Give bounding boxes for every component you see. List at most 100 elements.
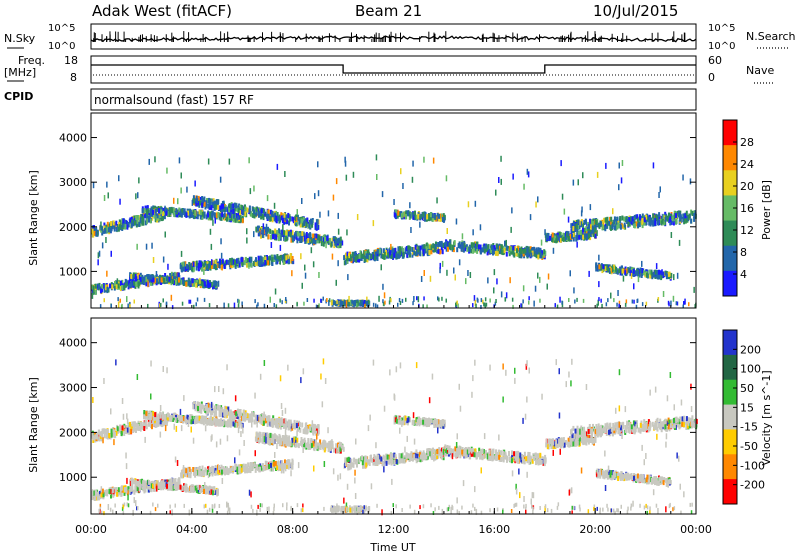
power-echo-cell <box>491 244 493 250</box>
power-echo-cell <box>662 271 665 277</box>
power-echo-cell <box>608 221 611 227</box>
power-echo-cell <box>200 262 203 268</box>
power-echo-cell <box>495 243 498 249</box>
power-echo-cell <box>307 223 310 229</box>
power-echo-cell <box>508 251 511 257</box>
power-echo-cell <box>158 277 161 283</box>
power-echo-cell <box>237 303 240 308</box>
power-echo-cell <box>690 209 693 215</box>
power-echo-cell <box>223 212 226 218</box>
velocity-echo-cell <box>98 495 100 501</box>
nave-dot <box>420 74 421 76</box>
power-echo-cell <box>389 250 392 256</box>
velocity-echo-cell <box>198 484 201 490</box>
power-echo-cell <box>275 234 278 240</box>
power-echo-cell <box>393 252 396 258</box>
power-echo-cell <box>197 266 200 272</box>
power-echo-cell <box>608 267 611 274</box>
power-echo-cell <box>570 223 573 229</box>
power-echo-cell <box>441 249 444 255</box>
power-echo-cell <box>255 211 258 217</box>
power-echo-cell <box>436 212 439 218</box>
power-echo-cell <box>115 226 118 232</box>
power-echo-cell <box>219 205 222 211</box>
nave-dot <box>366 74 367 76</box>
power-echo-cell <box>591 228 594 234</box>
power-echo-cell <box>173 197 175 204</box>
power-echo-cell <box>288 214 291 220</box>
power-echo-cell <box>492 250 494 256</box>
power-echo-cell <box>203 196 206 202</box>
nave-dot <box>624 74 625 76</box>
power-echo-cell <box>281 229 284 235</box>
power-echo-cell <box>393 248 396 254</box>
power-echo-cell <box>288 231 291 237</box>
power-echo-cell <box>276 163 279 170</box>
power-echo-cell <box>330 242 333 248</box>
power-echo-cell <box>173 212 176 218</box>
power-echo-cell <box>420 214 423 219</box>
power-colorbar-segment <box>723 145 737 171</box>
power-echo-cell <box>279 217 282 223</box>
power-echo-cell <box>201 202 204 208</box>
power-echo-cell <box>658 192 660 198</box>
power-echo-cell <box>529 246 532 252</box>
power-echo-cell <box>618 300 621 305</box>
power-echo-cell <box>305 238 308 244</box>
power-echo-cell <box>621 215 624 221</box>
power-echo-cell <box>600 221 603 227</box>
power-echo-cell <box>460 246 463 252</box>
nave-dot <box>363 74 364 76</box>
power-echo-cell <box>247 258 250 264</box>
power-echo-cell <box>415 214 418 220</box>
power-echo-cell <box>522 299 524 304</box>
power-echo-cell <box>598 281 600 288</box>
power-echo-cell <box>436 197 438 204</box>
power-echo-cell <box>169 207 172 213</box>
power-echo-cell <box>136 218 139 224</box>
power-echo-cell <box>98 250 101 257</box>
power-echo-cell <box>337 238 340 244</box>
power-echo-cell <box>595 263 598 269</box>
power-echo-cell <box>248 262 250 269</box>
power-echo-cell <box>272 234 275 240</box>
power-echo-cell <box>613 216 616 222</box>
power-echo-cell <box>301 222 304 228</box>
power-echo-cell <box>658 212 661 218</box>
nave-dot <box>144 74 145 76</box>
velocity-echo-cell <box>173 484 176 490</box>
power-echo-cell <box>105 237 107 243</box>
power-echo-cell <box>246 228 248 235</box>
power-echo-cell <box>229 205 232 211</box>
power-echo-cell <box>335 237 338 243</box>
power-echo-cell <box>423 213 426 219</box>
power-echo-cell <box>288 217 291 223</box>
power-echo-cell <box>582 298 585 303</box>
power-echo-cell <box>504 297 506 302</box>
velocity-echo-cell <box>172 478 175 484</box>
power-echo-cell <box>522 285 525 292</box>
velocity-echo-cell <box>147 487 150 493</box>
power-echo-cell <box>512 304 514 309</box>
power-echo-cell <box>260 214 263 220</box>
power-echo-cell <box>476 248 479 254</box>
power-echo-cell <box>129 304 131 309</box>
power-echo-cell <box>588 270 590 277</box>
power-echo-cell <box>267 260 270 266</box>
nave-dot <box>513 74 514 76</box>
power-echo-cell <box>346 258 349 264</box>
power-echo-cell <box>211 282 214 287</box>
power-echo-cell <box>257 261 260 267</box>
power-echo-cell <box>203 297 206 302</box>
power-echo-cell <box>107 227 110 233</box>
nave-dot <box>531 74 532 76</box>
power-echo-cell <box>274 228 277 234</box>
power-echo-cell <box>178 207 181 213</box>
power-echo-cell <box>101 284 104 289</box>
power-echo-cell <box>500 178 502 185</box>
power-echo-cell <box>185 263 188 269</box>
power-echo-cell <box>683 301 685 305</box>
nave-dot <box>285 74 286 76</box>
power-echo-cell <box>165 301 168 306</box>
velocity-echo-cell <box>160 484 163 490</box>
